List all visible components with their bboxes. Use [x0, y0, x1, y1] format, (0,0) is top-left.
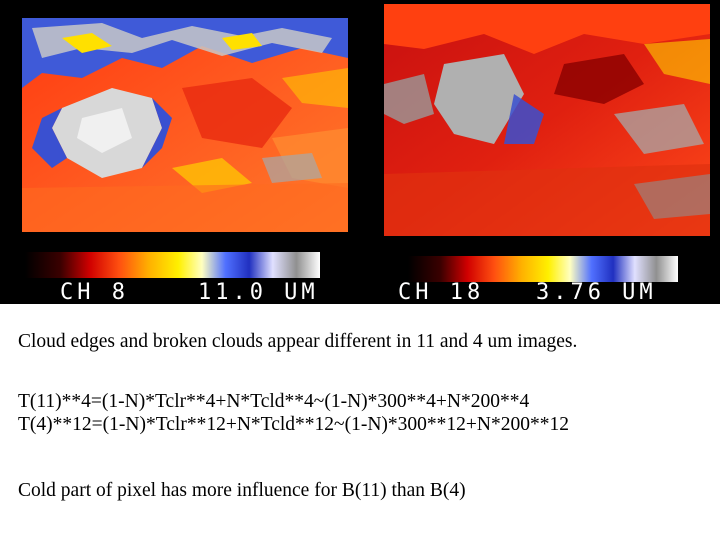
text-line-1: Cloud edges and broken clouds appear dif… [18, 331, 578, 352]
text-line-4: Cold part of pixel has more influence fo… [18, 480, 466, 501]
equation-11um: T(11)**4=(1-N)*Tclr**4+N*Tcld**4~(1-N)*3… [18, 391, 530, 412]
equation-4um: T(4)**12=(1-N)*Tclr**12+N*Tcld**12~(1-N)… [18, 414, 569, 435]
left-satellite-panel: CH 8 11.0 UM [0, 0, 360, 305]
channel-18-label: CH 18 3.76 UM [398, 280, 657, 305]
channel-8-infrared-image [22, 18, 348, 232]
channel-8-colorbar [25, 252, 320, 278]
right-satellite-panel: CH 18 3.76 UM [360, 0, 720, 305]
channel-18-colorbar [408, 256, 678, 282]
channel-18-infrared-image [384, 4, 710, 236]
conclusion-text: Cold part of pixel has more influence fo… [18, 479, 466, 502]
channel-8-label: CH 8 11.0 UM [60, 280, 319, 305]
explanation-text: Cloud edges and broken clouds appear dif… [18, 330, 577, 353]
equation-block: T(11)**4=(1-N)*Tclr**4+N*Tcld**4~(1-N)*3… [18, 390, 569, 436]
